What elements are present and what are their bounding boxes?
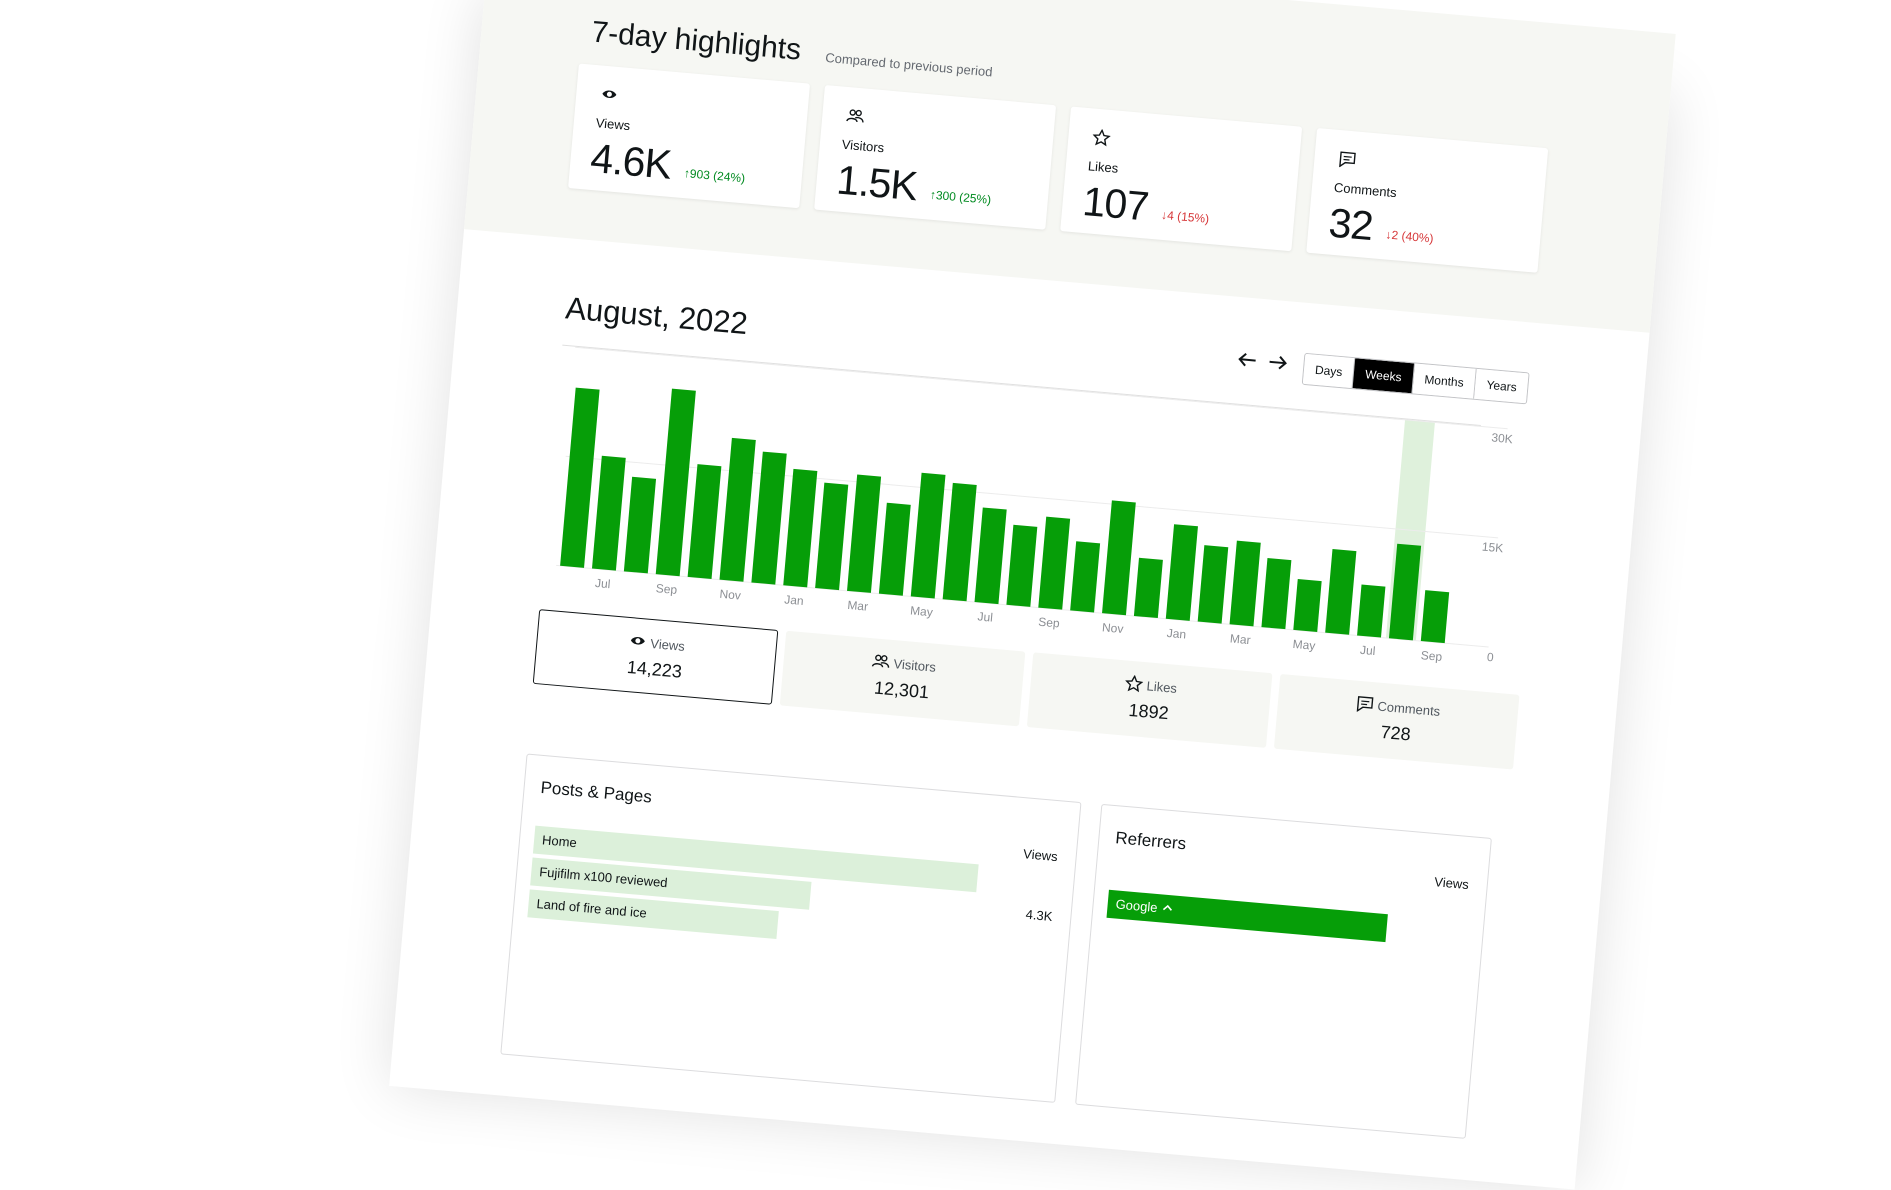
tab-label-row: Likes xyxy=(1031,666,1272,704)
column-header: Views xyxy=(1022,846,1059,865)
x-tick-label: Jul xyxy=(977,609,994,624)
referrers-card: Referrers Views Google xyxy=(1075,803,1492,1139)
tab-label-row: Comments xyxy=(1278,688,1519,726)
bar xyxy=(560,387,600,568)
card-title: Posts & Pages xyxy=(539,777,653,807)
x-tick-label: Jul xyxy=(1360,643,1377,658)
icon xyxy=(1092,128,1111,147)
highlight-card: Likes 107 ↓4 (15%) xyxy=(1060,106,1303,252)
icon xyxy=(1124,674,1144,693)
bar xyxy=(655,388,696,577)
bar xyxy=(847,474,882,593)
bar xyxy=(942,482,977,602)
stats-panel: 7-day highlights Compared to previous pe… xyxy=(389,0,1676,1190)
card-value: 4.6K xyxy=(588,134,673,188)
tab-label: Visitors xyxy=(892,656,937,675)
card-title: Referrers xyxy=(1114,828,1187,854)
card-value: 32 xyxy=(1326,199,1375,250)
bar xyxy=(783,468,818,588)
nav-arrows[interactable] xyxy=(1234,347,1296,381)
x-tick-label: Jan xyxy=(1166,626,1187,642)
x-tick-label: Nov xyxy=(1102,620,1124,636)
bar xyxy=(1165,524,1198,621)
card-change: ↑903 (24%) xyxy=(683,166,746,186)
grid-line xyxy=(565,455,1499,539)
stat-tab[interactable]: Likes 1892 xyxy=(1026,652,1273,748)
x-tick-label: Mar xyxy=(1229,631,1251,647)
bar xyxy=(623,476,657,574)
row-title: Google xyxy=(1107,890,1175,924)
bar xyxy=(974,507,1007,605)
tab-label-row: Views xyxy=(537,624,776,662)
bar xyxy=(1261,558,1292,630)
icon xyxy=(630,637,645,645)
bar xyxy=(1006,524,1038,607)
bar xyxy=(719,437,756,582)
x-tick-label: Sep xyxy=(655,581,678,597)
divider xyxy=(562,344,1481,426)
x-tick-label: Sep xyxy=(1038,615,1061,631)
card-value: 1.5K xyxy=(834,156,919,210)
stat-tab[interactable]: Visitors 12,301 xyxy=(779,630,1026,727)
icon xyxy=(846,109,864,123)
card-label: Views xyxy=(595,115,631,134)
row-title: Home xyxy=(541,832,578,851)
bar xyxy=(591,455,626,571)
row-views: 4.3K xyxy=(1025,906,1054,924)
row-title: Land of fire and ice xyxy=(535,896,648,921)
y-tick-label: 30K xyxy=(1491,430,1513,446)
card-value: 107 xyxy=(1080,177,1151,230)
card-label: Visitors xyxy=(841,136,885,156)
highlight-card: Views 4.6K ↑903 (24%) xyxy=(568,63,811,209)
bar xyxy=(1102,500,1136,616)
y-tick-label: 0 xyxy=(1486,650,1494,665)
bar xyxy=(751,451,787,585)
bar xyxy=(687,464,722,579)
page: {"highlights": {"title": "7-day highligh… xyxy=(464,0,1676,1139)
bar xyxy=(1388,543,1422,641)
bar xyxy=(1133,557,1163,619)
icon xyxy=(1339,151,1356,168)
x-tick-label: Jul xyxy=(594,576,611,591)
bar xyxy=(1038,516,1071,610)
chart: 0 15K 30K Jul Sep Nov Jan Mar May Jul Sep Nov Jan Mar… xyxy=(556,344,1513,665)
tab-label: Comments xyxy=(1376,698,1441,719)
icon xyxy=(1356,696,1373,713)
card-label: Likes xyxy=(1087,158,1119,176)
highlight-card: Visitors 1.5K ↑300 (25%) xyxy=(814,84,1057,230)
bar xyxy=(815,482,849,591)
bar xyxy=(878,502,911,596)
card-change: ↓2 (40%) xyxy=(1385,227,1435,246)
stat-tab[interactable]: Views 14,223 xyxy=(532,609,779,705)
bar xyxy=(910,472,946,599)
x-tick-label: May xyxy=(910,603,934,619)
posts-card: Posts & Pages Views Home Fujifilm x100 revi… xyxy=(500,753,1082,1103)
bar xyxy=(1070,541,1101,613)
bar xyxy=(1357,584,1386,638)
bar xyxy=(1420,590,1450,644)
highlight-card: Comments 32 ↓2 (40%) xyxy=(1306,128,1549,273)
bar xyxy=(1229,540,1261,627)
arrow-icons[interactable] xyxy=(1235,347,1297,376)
card-change: ↓4 (15%) xyxy=(1160,207,1210,226)
card-change: ↑300 (25%) xyxy=(929,187,992,207)
x-tick-label: Jan xyxy=(784,592,805,608)
tab-label-row: Visitors xyxy=(784,645,1025,683)
grid-line xyxy=(575,346,1508,430)
stat-tab[interactable]: Comments 728 xyxy=(1273,673,1520,770)
column-header: Views xyxy=(1433,874,1470,893)
bar xyxy=(1197,545,1229,624)
tab-label: Views xyxy=(649,635,686,654)
icon xyxy=(871,654,889,668)
y-tick-label: 15K xyxy=(1481,540,1503,556)
x-tick-label: Sep xyxy=(1420,648,1443,664)
x-tick-label: Nov xyxy=(719,587,741,603)
bar xyxy=(1325,549,1357,635)
tab-label: Likes xyxy=(1146,678,1178,696)
x-tick-label: Mar xyxy=(847,598,869,614)
card-label: Comments xyxy=(1333,179,1398,201)
icon xyxy=(602,90,617,98)
bar xyxy=(1293,578,1322,632)
x-tick-label: May xyxy=(1292,637,1316,653)
